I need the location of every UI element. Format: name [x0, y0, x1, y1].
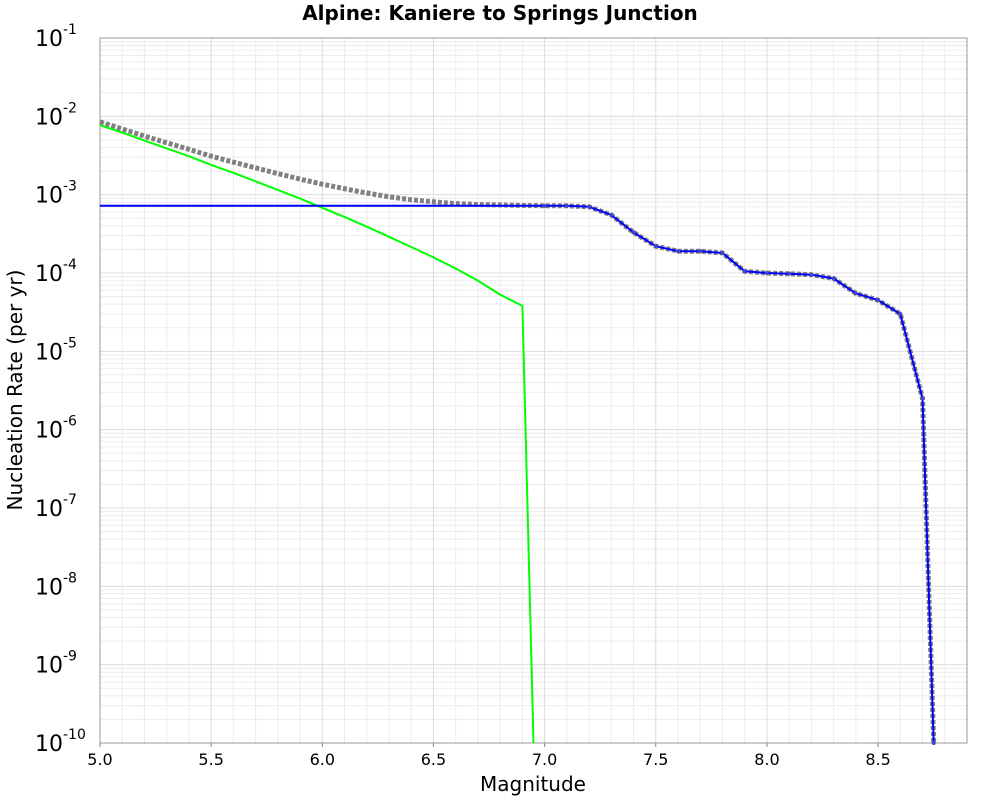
- data-point: [787, 271, 792, 276]
- x-tick-label: 6.0: [310, 750, 335, 769]
- x-tick-label: 7.0: [532, 750, 557, 769]
- data-point: [831, 276, 836, 281]
- x-tick-label: 5.0: [87, 750, 112, 769]
- y-tick-label: 10-5: [35, 335, 77, 365]
- x-tick-label: 6.5: [421, 750, 446, 769]
- data-point: [653, 244, 658, 249]
- y-tick-label: 10-2: [35, 100, 77, 130]
- chart-title: Alpine: Kaniere to Springs Junction: [302, 1, 698, 25]
- y-tick-label: 10-4: [35, 257, 77, 287]
- data-point: [542, 203, 547, 208]
- data-point: [931, 741, 936, 745]
- y-tick-label: 10-10: [35, 727, 86, 757]
- data-point: [698, 249, 703, 254]
- data-point: [720, 251, 725, 256]
- data-point: [809, 272, 814, 277]
- x-tick-label: 8.0: [754, 750, 779, 769]
- data-point: [876, 298, 881, 303]
- data-point: [609, 213, 614, 218]
- data-point: [564, 203, 569, 208]
- data-point: [631, 230, 636, 235]
- y-axis-label: Nucleation Rate (per yr): [3, 270, 27, 511]
- data-point: [898, 311, 903, 316]
- x-tick-label: 5.5: [198, 750, 223, 769]
- x-tick-label: 7.5: [643, 750, 668, 769]
- data-point: [764, 271, 769, 275]
- x-axis-label: Magnitude: [480, 772, 586, 796]
- data-point: [742, 269, 747, 274]
- data-point: [920, 396, 925, 401]
- y-tick-label: 10-3: [35, 179, 77, 209]
- data-point: [587, 204, 592, 209]
- y-tick-label: 10-7: [35, 492, 77, 522]
- series-line-sub-seismogenic: [99, 124, 535, 744]
- x-axis-ticks: 5.0 5.5 6.0 6.5 7.0 7.5 8.0 8.5: [87, 743, 891, 769]
- y-tick-label: 10-9: [35, 649, 77, 679]
- x-tick-label: 8.5: [865, 750, 890, 769]
- y-tick-label: 10-8: [35, 570, 77, 600]
- y-tick-label: 10-1: [35, 22, 77, 52]
- y-tick-label: 10-6: [35, 414, 77, 444]
- series-layer: [99, 119, 937, 745]
- data-point: [853, 291, 858, 296]
- data-point: [676, 249, 680, 254]
- y-axis-ticks: 10-1 10-2 10-3 10-4 10-5 10-6 10-7 10-8 10-9 10-1…: [35, 22, 86, 757]
